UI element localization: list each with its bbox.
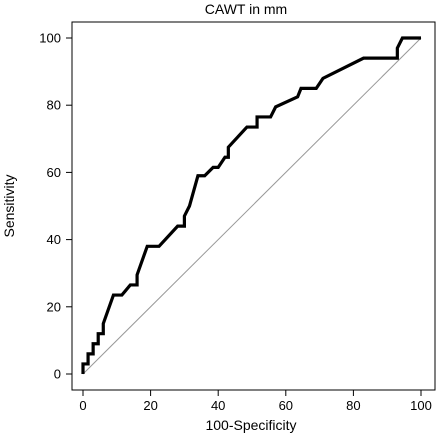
chart-title: CAWT in mm <box>205 1 287 17</box>
y-axis: 0 20 40 60 80 100 <box>39 31 72 382</box>
roc-curve-line <box>81 36 421 374</box>
series-layer <box>81 36 422 375</box>
y-tick-label: 0 <box>54 367 61 382</box>
y-tick-label: 100 <box>39 31 61 46</box>
x-axis: 0 20 40 60 80 100 <box>79 390 432 413</box>
x-tick-label: 80 <box>346 398 360 413</box>
x-tick-label: 100 <box>410 398 432 413</box>
x-tick-label: 40 <box>211 398 225 413</box>
y-tick-label: 60 <box>47 165 61 180</box>
y-tick-label: 80 <box>47 98 61 113</box>
x-tick-label: 0 <box>79 398 86 413</box>
x-axis-title: 100-Specificity <box>205 417 296 433</box>
y-axis-title: Sensitivity <box>1 174 17 237</box>
plot-frame <box>71 21 436 391</box>
y-tick-label: 40 <box>47 232 61 247</box>
y-tick-label: 20 <box>47 299 61 314</box>
x-tick-label: 20 <box>143 398 157 413</box>
reference-diagonal-line <box>82 37 422 375</box>
x-tick-label: 60 <box>279 398 293 413</box>
